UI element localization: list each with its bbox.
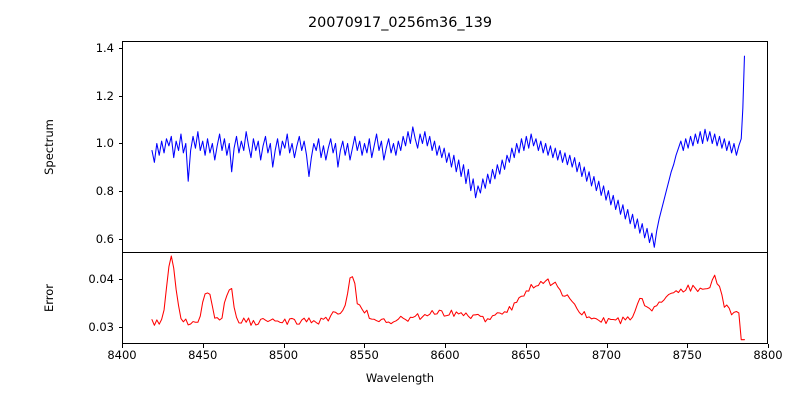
y-tick-mark-spectrum	[118, 191, 122, 193]
x-tick-mark	[445, 344, 446, 348]
y-tick-mark-error	[118, 278, 122, 280]
x-tick-mark	[202, 344, 204, 348]
x-tick-label: 8700	[591, 348, 622, 362]
x-tick-label: 8400	[107, 348, 137, 362]
x-axis-label: Wavelength	[365, 371, 435, 385]
y-tick-label-spectrum: 0.6	[95, 231, 114, 246]
x-tick-label: 8550	[349, 348, 379, 362]
x-tick-label: 8500	[268, 348, 299, 362]
x-tick-label: 8450	[188, 348, 218, 362]
spectrum-canvas	[151, 55, 745, 248]
x-tick-label: 8750	[672, 348, 702, 362]
x-tick-mark	[122, 344, 123, 348]
spectrum-data-line	[151, 55, 745, 248]
page-title: 20070917_0256m36_139	[307, 15, 493, 31]
error-canvas	[151, 255, 745, 341]
spectrum-plot-area	[122, 41, 768, 253]
y-tick-label-spectrum: 0.8	[95, 184, 114, 199]
x-tick-mark	[525, 344, 527, 348]
x-tick-label: 8600	[430, 348, 460, 362]
y-tick-label-error: 0.03	[88, 320, 114, 335]
y-tick-label-spectrum: 1.0	[95, 136, 114, 151]
error-plot-area	[122, 252, 768, 344]
y-tick-label-spectrum: 1.4	[95, 41, 114, 56]
y-tick-label-error: 0.04	[88, 271, 114, 286]
x-tick-mark	[768, 344, 769, 348]
y-axis-label-spectrum: Spectrum	[42, 119, 56, 175]
x-tick-label: 8650	[511, 348, 541, 362]
x-tick-mark	[687, 344, 689, 348]
x-tick-mark	[283, 344, 285, 348]
y-tick-mark-spectrum	[118, 143, 122, 145]
y-axis-label-error: Error	[42, 283, 56, 313]
y-tick-mark-spectrum	[118, 48, 122, 50]
error-data-line	[151, 255, 745, 341]
y-tick-mark-spectrum	[118, 95, 122, 97]
y-tick-mark-error	[118, 327, 122, 329]
x-tick-label: 8800	[753, 348, 783, 362]
y-tick-label-spectrum: 1.2	[95, 88, 114, 103]
y-tick-mark-spectrum	[118, 238, 122, 240]
x-tick-mark	[364, 344, 366, 348]
x-tick-mark	[606, 344, 608, 348]
